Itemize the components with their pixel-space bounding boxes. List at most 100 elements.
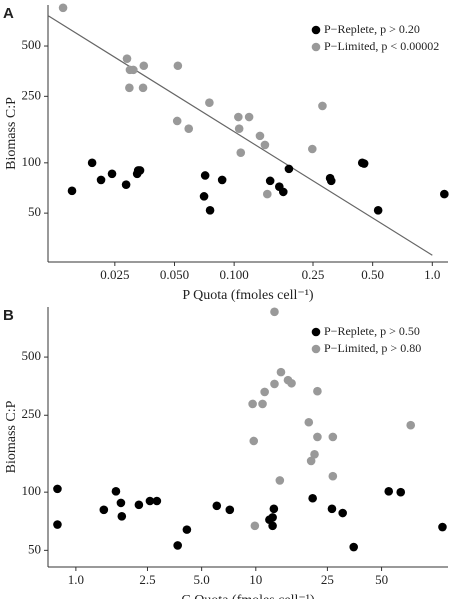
legend-marker <box>311 344 321 354</box>
point <box>278 187 288 197</box>
y-axis-label: Biomass C:P <box>4 400 19 473</box>
y-tick-label: 100 <box>22 154 42 169</box>
point <box>440 189 449 199</box>
point <box>58 3 68 13</box>
point <box>359 159 369 168</box>
point <box>205 98 214 107</box>
point <box>313 386 322 396</box>
point <box>121 180 131 189</box>
point <box>396 487 406 497</box>
point <box>173 541 182 550</box>
y-tick-label: 500 <box>22 37 42 52</box>
point <box>184 124 194 134</box>
point <box>304 417 314 427</box>
point <box>225 505 235 515</box>
point <box>249 436 259 446</box>
point <box>53 520 62 529</box>
point <box>306 456 316 466</box>
point <box>205 205 215 215</box>
point <box>129 65 138 75</box>
point <box>265 515 274 525</box>
point <box>406 420 416 430</box>
point <box>199 192 209 201</box>
point <box>349 542 358 552</box>
point <box>172 116 182 126</box>
x-tick-label: 1.0 <box>424 267 440 282</box>
legend-label: P−Replete, p > 0.50 <box>324 324 420 338</box>
point <box>182 525 192 534</box>
y-tick-label: 50 <box>28 541 41 556</box>
point <box>438 522 447 532</box>
point <box>217 175 227 185</box>
x-axis-label: C Quota (fmoles cell⁻¹) <box>181 593 315 599</box>
point <box>67 186 77 196</box>
point <box>236 148 246 157</box>
point <box>244 112 254 122</box>
point <box>270 379 279 389</box>
point <box>87 158 97 168</box>
x-tick-label: 0.25 <box>302 267 325 282</box>
point <box>200 171 210 180</box>
point <box>99 505 109 515</box>
point <box>125 83 134 93</box>
legend-marker <box>311 327 321 337</box>
point <box>328 471 338 481</box>
point <box>135 166 145 175</box>
point <box>258 399 267 409</box>
point <box>234 124 244 134</box>
y-tick-label: 500 <box>22 348 42 363</box>
x-tick-label: 0.050 <box>160 267 189 282</box>
point <box>260 387 269 397</box>
point <box>111 487 121 496</box>
point <box>270 307 279 317</box>
legend-label: P−Limited, p < 0.00002 <box>324 39 439 53</box>
point <box>255 131 265 141</box>
point <box>53 484 62 494</box>
point <box>327 504 337 514</box>
point <box>373 205 383 215</box>
point <box>262 189 272 199</box>
y-axis-label: Biomass C:P <box>4 97 19 170</box>
y-tick-label: 50 <box>28 204 41 219</box>
x-tick-label: 5.0 <box>194 572 210 587</box>
point <box>173 61 183 71</box>
legend-label: P−Replete, p > 0.20 <box>324 22 420 36</box>
y-tick-label: 250 <box>22 406 42 421</box>
point <box>117 512 127 521</box>
point <box>318 101 327 111</box>
x-tick-label: 0.100 <box>220 267 249 282</box>
point <box>384 487 394 496</box>
point <box>145 496 155 506</box>
point <box>308 493 317 503</box>
panel-label: B <box>3 307 14 324</box>
point <box>248 399 257 409</box>
x-tick-label: 0.50 <box>361 267 384 282</box>
point <box>139 61 149 71</box>
point <box>328 432 338 442</box>
legend-marker <box>311 25 321 35</box>
point <box>275 476 285 485</box>
point <box>338 508 347 518</box>
x-tick-label: 2.5 <box>139 572 155 587</box>
point <box>152 496 162 506</box>
x-tick-label: 1.0 <box>68 572 84 587</box>
point <box>122 54 132 63</box>
point <box>107 169 117 179</box>
point <box>250 521 260 531</box>
point <box>260 140 270 150</box>
y-tick-label: 100 <box>22 483 42 498</box>
legend-label: P−Limited, p > 0.80 <box>324 341 421 355</box>
point <box>116 498 126 508</box>
point <box>96 175 106 185</box>
point <box>269 504 279 514</box>
point <box>212 501 222 511</box>
point <box>313 432 322 442</box>
fit-line <box>47 15 433 256</box>
point <box>310 450 319 459</box>
legend-marker <box>311 42 321 52</box>
point <box>276 367 286 377</box>
point <box>138 83 148 93</box>
point <box>265 176 275 186</box>
point <box>308 144 317 154</box>
x-tick-label: 10 <box>249 572 262 587</box>
